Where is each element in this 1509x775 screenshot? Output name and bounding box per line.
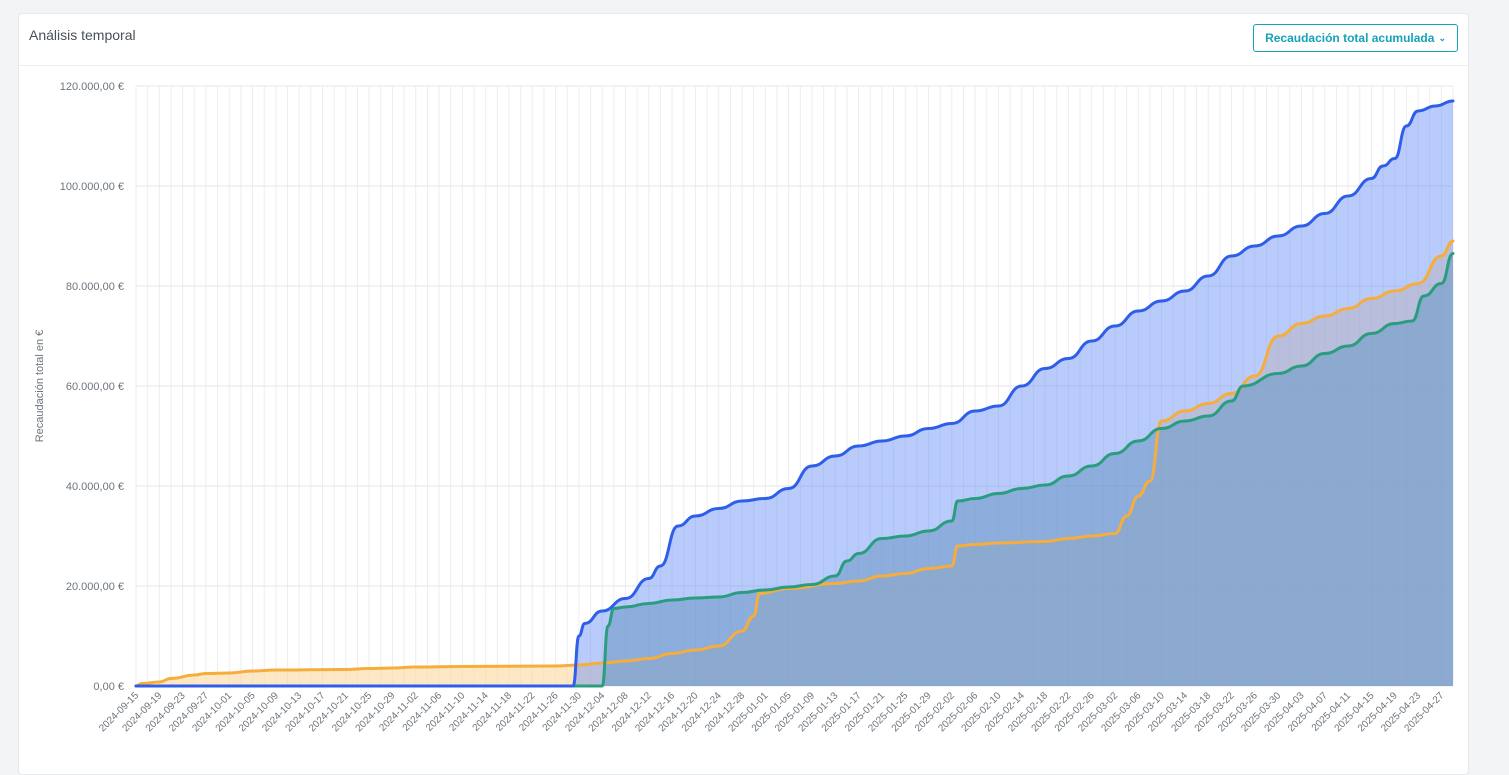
card-header: Análisis temporal Recaudación total acum… [19, 14, 1468, 66]
y-tick-label: 60.000,00 € [66, 381, 124, 393]
series-line-1 [134, 252, 1455, 688]
series-area-1 [136, 253, 1453, 686]
card-title: Análisis temporal [29, 27, 136, 43]
y-tick-label: 100.000,00 € [60, 181, 124, 193]
y-tick-label: 20.000,00 € [66, 581, 124, 593]
series-area-2 [136, 101, 1453, 686]
area-chart: 0,00 € 20.000,00 € 40.000,00 € 60.000,00 € 8… [34, 81, 1455, 734]
series-line-0 [134, 239, 1455, 688]
metric-dropdown-button[interactable]: Recaudación total acumulada ⌄ [1253, 24, 1458, 52]
chevron-down-icon: ⌄ [1438, 32, 1446, 43]
chart-card: Análisis temporal Recaudación total acum… [18, 13, 1469, 775]
y-tick-label: 40.000,00 € [66, 481, 124, 493]
series-line-2 [134, 99, 1455, 688]
y-tick-label: 80.000,00 € [66, 281, 124, 293]
y-tick-label: 120.000,00 € [60, 81, 124, 93]
metric-dropdown-label: Recaudación total acumulada [1265, 31, 1435, 45]
y-axis-label: Recaudación total en € [34, 330, 46, 443]
y-tick-label: 0,00 € [93, 681, 124, 693]
